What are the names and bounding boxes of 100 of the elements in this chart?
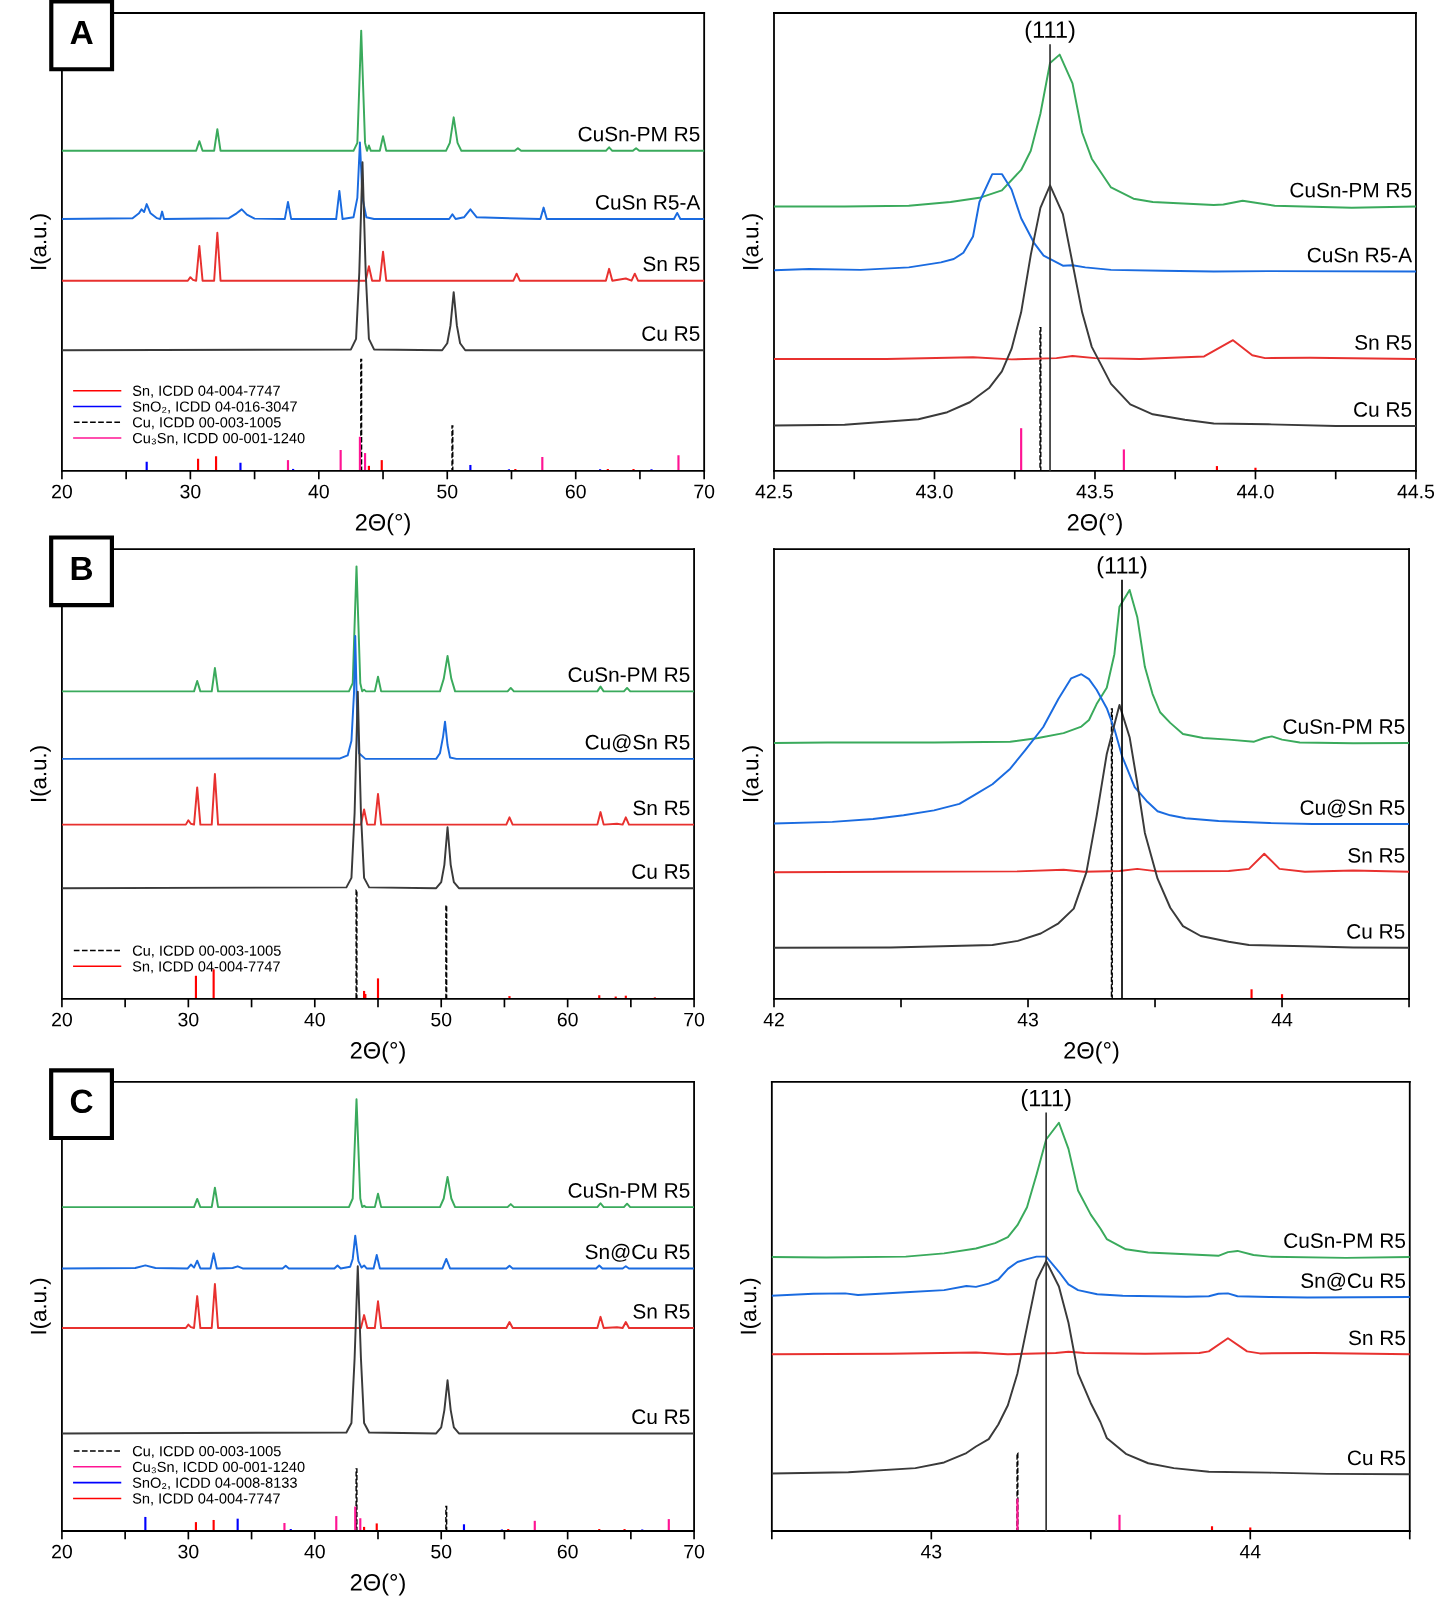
y-axis-title: I(a.u.) xyxy=(742,214,763,269)
x-axis-title: 2Θ(°) xyxy=(1064,1041,1119,1064)
x-tick-label: 42.5 xyxy=(755,484,793,499)
bar xyxy=(335,1516,338,1532)
bar xyxy=(196,458,200,471)
x-axis-title: 2Θ(°) xyxy=(350,1573,405,1596)
x-tick-label: 43 xyxy=(920,1544,942,1559)
bar xyxy=(667,1519,670,1532)
annotation: A xyxy=(70,21,93,45)
x-tick-label: 30 xyxy=(180,484,201,499)
legend-label: SnO₂, ICDD 04-008-8133 xyxy=(132,1477,297,1490)
bar xyxy=(339,449,342,471)
y-axis-title: I(a.u.) xyxy=(30,1278,51,1334)
x-tick-label: 40 xyxy=(304,1012,325,1027)
series-label: Cu@Sn R5 xyxy=(585,734,690,753)
legend-label: Cu, ICDD 00-003-1005 xyxy=(132,1445,281,1459)
series-label: Cu R5 xyxy=(642,326,700,341)
x-tick-label: 44.5 xyxy=(1397,484,1435,499)
bar xyxy=(145,461,148,471)
series-label: CuSn-PM R5 xyxy=(1283,719,1405,734)
x-tick-label: 60 xyxy=(557,1012,578,1027)
series-label: Cu R5 xyxy=(1354,402,1412,417)
series-label: Sn@Cu R5 xyxy=(585,1243,690,1262)
x-tick-label: 44 xyxy=(1271,1012,1293,1027)
x-axis-title: 2Θ(°) xyxy=(355,513,410,536)
bar xyxy=(380,460,383,471)
x-axis-title: 2Θ(°) xyxy=(1067,513,1122,536)
legend-label: SnO₂, ICDD 04-016-3047 xyxy=(132,401,297,414)
x-tick-label: 70 xyxy=(694,484,715,499)
bar xyxy=(354,1506,357,1532)
x-tick-label: 70 xyxy=(684,1544,705,1559)
x-axis-title: 2Θ(°) xyxy=(350,1041,405,1064)
x-tick-label: 44.0 xyxy=(1236,484,1274,499)
bar xyxy=(144,1516,147,1532)
series-label: CuSn-PM R5 xyxy=(568,667,690,683)
series-label: Cu R5 xyxy=(1347,1450,1406,1466)
x-tick-label: 44 xyxy=(1239,1544,1261,1559)
bar xyxy=(239,462,242,471)
series-label: CuSn R5-A xyxy=(596,194,701,210)
bar xyxy=(533,1520,536,1532)
legend-label: Cu, ICDD 00-003-1005 xyxy=(132,945,281,958)
legend-label: Cu₃Sn, ICDD 00-001-1240 xyxy=(132,1461,305,1474)
annotation: C xyxy=(70,1089,93,1114)
bar xyxy=(358,436,361,471)
series-label: Sn R5 xyxy=(643,256,700,272)
x-tick-label: 40 xyxy=(304,1544,325,1559)
series-label: Sn R5 xyxy=(1348,847,1405,863)
series-label: Sn R5 xyxy=(633,800,690,816)
bar xyxy=(214,456,218,471)
bar xyxy=(359,1518,362,1532)
bar xyxy=(1020,428,1023,471)
annotation: B xyxy=(71,557,93,580)
text: (111) xyxy=(1097,556,1147,579)
series-label: Sn@Cu R5 xyxy=(1301,1272,1406,1291)
x-tick-label: 70 xyxy=(684,1012,705,1027)
series-label: Sn R5 xyxy=(1348,1330,1406,1346)
bar xyxy=(541,457,544,471)
bar xyxy=(283,1522,286,1532)
bar xyxy=(1118,1514,1121,1532)
series-label: CuSn-PM R5 xyxy=(1290,182,1412,198)
x-tick-label: 40 xyxy=(308,484,329,499)
x-tick-label: 50 xyxy=(431,1012,452,1027)
text: (111) xyxy=(1025,20,1075,43)
x-tick-label: 60 xyxy=(557,1544,578,1559)
x-tick-label: 30 xyxy=(178,1012,199,1027)
bar xyxy=(1016,1498,1019,1532)
bar xyxy=(376,978,380,999)
y-axis-title: I(a.u.) xyxy=(742,746,763,801)
series-label: Cu R5 xyxy=(632,864,690,879)
y-axis-title: I(a.u.) xyxy=(30,746,51,801)
x-tick-label: 50 xyxy=(437,484,458,499)
series-label: CuSn-PM R5 xyxy=(578,126,700,142)
bar xyxy=(286,460,290,471)
bar xyxy=(194,975,198,999)
legend-label: Sn, ICDD 04-004-7747 xyxy=(132,385,280,398)
x-tick-label: 42 xyxy=(763,1012,784,1027)
series-label: Cu@Sn R5 xyxy=(1300,799,1405,818)
x-tick-label: 20 xyxy=(52,1012,72,1027)
series-label: CuSn-PM R5 xyxy=(1284,1233,1406,1249)
series-label: CuSn R5-A xyxy=(1307,247,1413,263)
x-tick-label: 60 xyxy=(565,484,586,499)
x-tick-label: 20 xyxy=(52,484,72,499)
legend-label: Sn, ICDD 04-004-7747 xyxy=(132,961,280,974)
bar xyxy=(236,1518,239,1532)
series-label: Sn R5 xyxy=(1355,335,1412,350)
x-tick-label: 30 xyxy=(178,1544,199,1559)
legend-label: Cu₃Sn, ICDD 00-001-1240 xyxy=(132,432,305,445)
x-tick-label: 43.5 xyxy=(1076,484,1114,499)
legend-label: Cu, ICDD 00-003-1005 xyxy=(132,417,281,430)
x-tick-label: 20 xyxy=(52,1544,72,1559)
x-tick-label: 43 xyxy=(1017,1012,1038,1027)
series-label: Cu R5 xyxy=(632,1409,690,1425)
x-tick-label: 43.0 xyxy=(916,484,953,499)
y-axis-title: I(a.u.) xyxy=(30,214,51,269)
bar xyxy=(212,1519,215,1532)
bar xyxy=(1122,449,1125,471)
series-label: CuSn-PM R5 xyxy=(568,1183,690,1198)
series-label: Cu R5 xyxy=(1347,924,1405,939)
bar xyxy=(363,453,367,471)
series-label: Sn R5 xyxy=(633,1304,690,1319)
